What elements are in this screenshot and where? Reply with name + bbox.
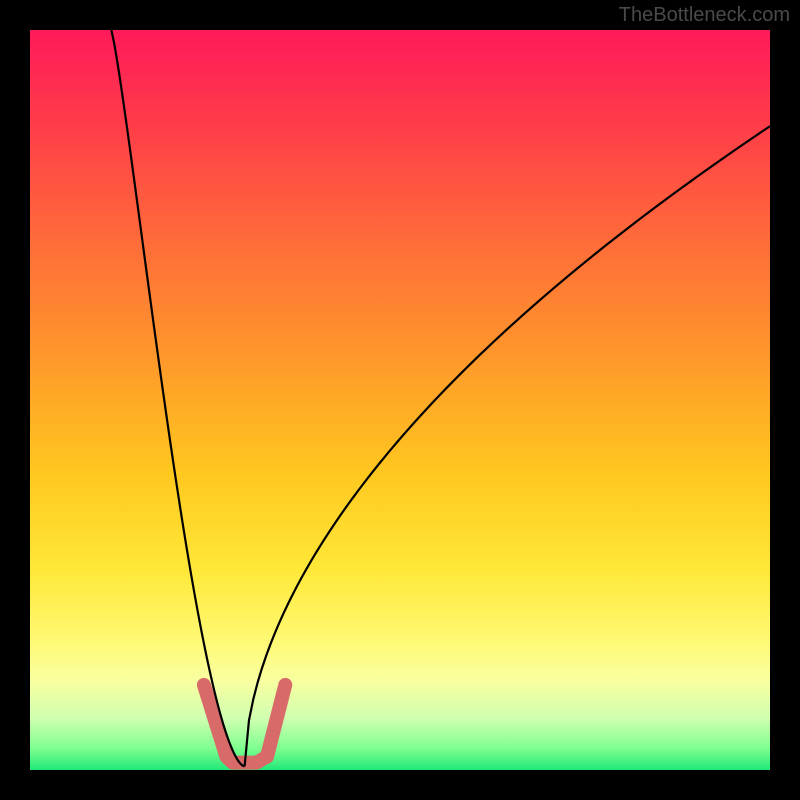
gradient-background	[30, 30, 770, 770]
plot-area	[30, 30, 770, 770]
chart-svg	[30, 30, 770, 770]
watermark-text: TheBottleneck.com	[619, 4, 790, 27]
